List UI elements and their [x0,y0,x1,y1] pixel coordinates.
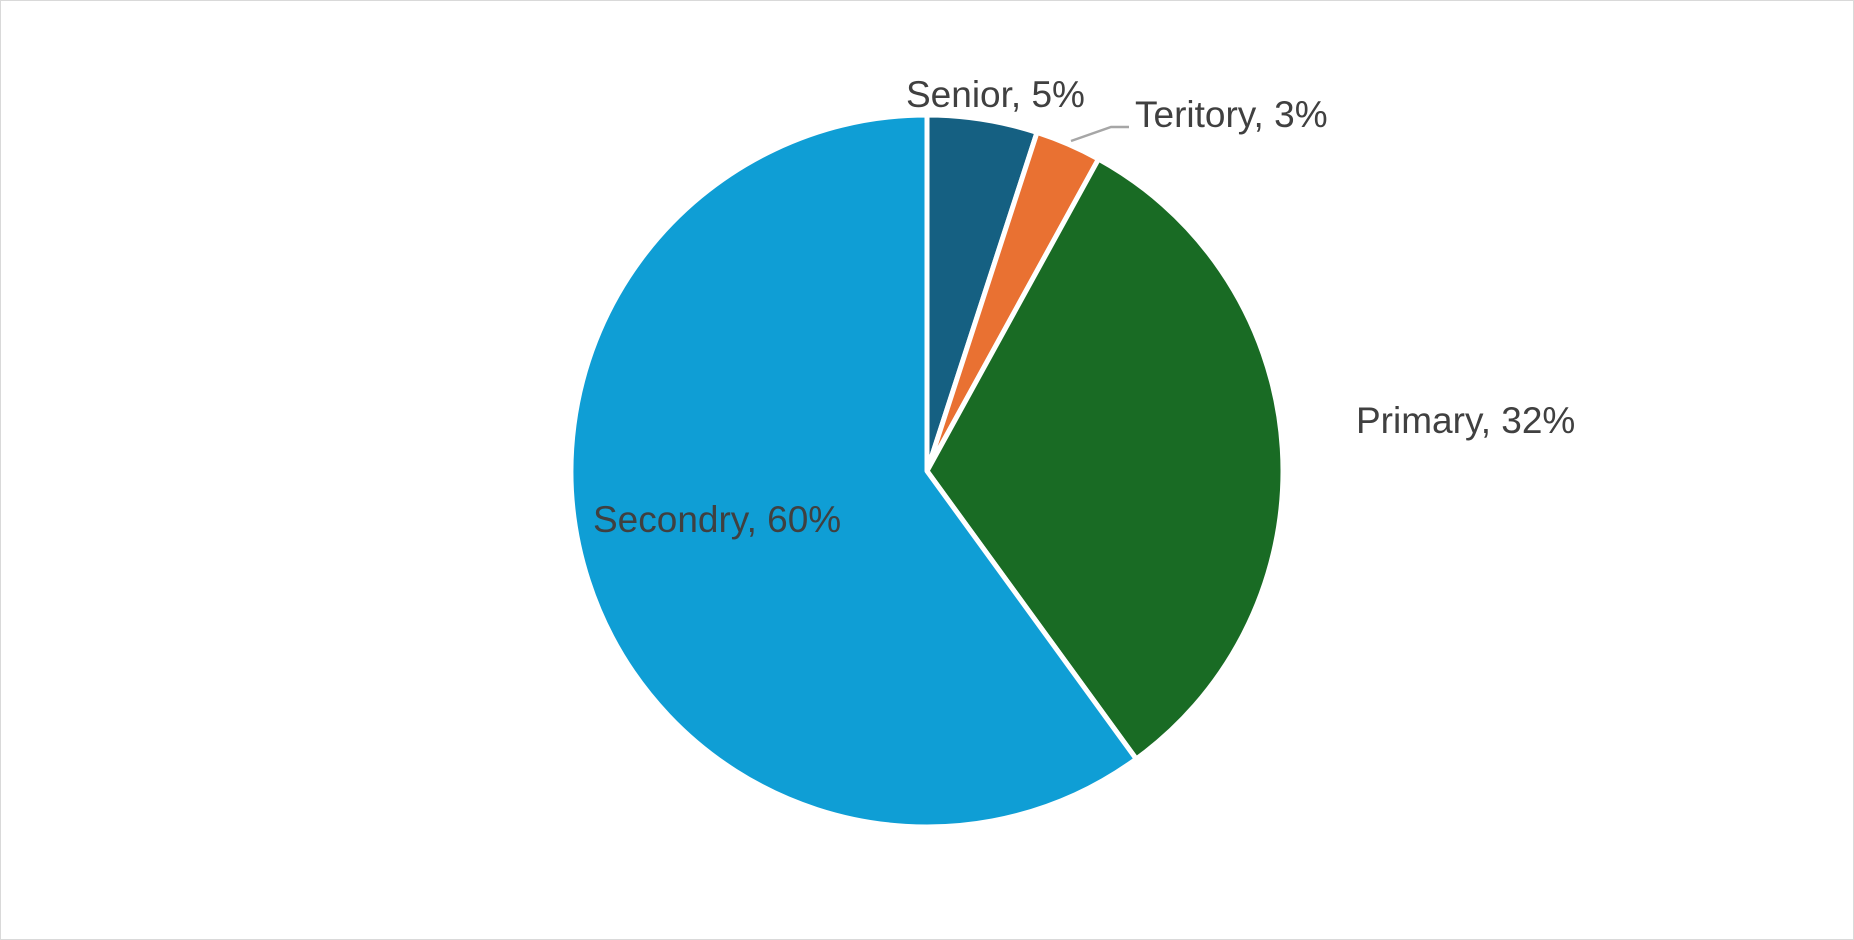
data-label-senior: Senior, 5% [906,74,1085,115]
pie-slice-secondry [568,112,1139,830]
leader-lines [1070,125,1129,143]
data-label-secondry: Secondry, 60% [593,499,841,540]
pie-slice-primary [924,156,1286,762]
data-labels: Senior, 5% Teritory, 3% Primary, 32% Second… [593,74,1575,540]
leader-line-teritory [1070,125,1129,143]
pie-slices [568,112,1286,830]
data-label-primary: Primary, 32% [1356,400,1575,441]
data-label-teritory: Teritory, 3% [1135,94,1328,135]
